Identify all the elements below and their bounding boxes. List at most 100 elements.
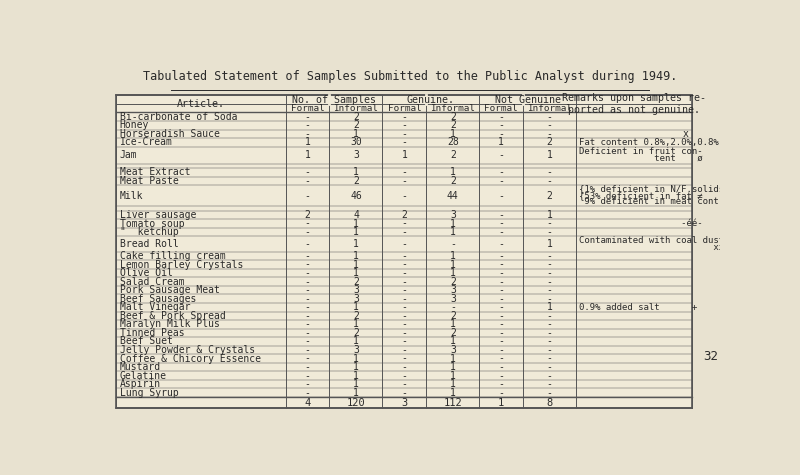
Text: No. of Samples: No. of Samples: [292, 95, 376, 104]
Text: 1: 1: [353, 319, 359, 329]
Text: Gelatine: Gelatine: [120, 370, 167, 380]
Text: -: -: [305, 239, 310, 249]
Text: -: -: [498, 239, 504, 249]
Text: -: -: [305, 302, 310, 312]
Text: 1: 1: [353, 167, 359, 177]
Text: 2: 2: [450, 150, 456, 160]
Text: -: -: [498, 120, 504, 130]
Text: 2: 2: [353, 112, 359, 122]
Text: -: -: [402, 302, 407, 312]
Text: 1: 1: [353, 251, 359, 261]
Text: Fat content 0.8%,2.0%,0.8%: Fat content 0.8%,2.0%,0.8%: [579, 138, 719, 147]
Text: -: -: [402, 311, 407, 321]
Text: Tabulated Statement of Samples Submitted to the Public Analyst during 1949.: Tabulated Statement of Samples Submitted…: [143, 70, 677, 83]
Text: 3: 3: [450, 294, 456, 304]
Text: 1: 1: [353, 302, 359, 312]
Text: Mustard: Mustard: [120, 362, 161, 372]
Text: {1% deficient in N/F.solids:: {1% deficient in N/F.solids:: [579, 184, 730, 193]
Text: -: -: [498, 345, 504, 355]
Text: -: -: [402, 294, 407, 304]
Text: Formal: Formal: [290, 104, 324, 113]
Text: 1: 1: [546, 302, 553, 312]
Text: Article.: Article.: [177, 99, 225, 109]
Text: -: -: [305, 311, 310, 321]
Text: -: -: [546, 285, 553, 295]
Text: Beef Suet: Beef Suet: [120, 336, 173, 346]
Text: 1: 1: [353, 218, 359, 228]
Text: -: -: [305, 319, 310, 329]
Text: 1: 1: [450, 362, 456, 372]
Text: -: -: [305, 370, 310, 380]
Text: -: -: [498, 388, 504, 398]
Text: 2: 2: [450, 276, 456, 287]
Text: 1: 1: [450, 227, 456, 237]
Text: -: -: [402, 353, 407, 363]
Text: -: -: [402, 345, 407, 355]
Text: 2: 2: [450, 120, 456, 130]
Text: Pork Sausage Meat: Pork Sausage Meat: [120, 285, 220, 295]
Text: Beef & Pork Spread: Beef & Pork Spread: [120, 311, 226, 321]
Text: -: -: [546, 259, 553, 270]
Text: -: -: [546, 353, 553, 363]
Text: -: -: [498, 150, 504, 160]
Text: -: -: [498, 167, 504, 177]
Text: Meat Paste: Meat Paste: [120, 176, 178, 186]
Text: Lung Syrup: Lung Syrup: [120, 388, 178, 398]
Text: 120: 120: [346, 398, 366, 408]
Text: 1: 1: [450, 370, 456, 380]
Text: 1: 1: [353, 379, 359, 389]
Text: -: -: [450, 302, 456, 312]
Text: Horseradish Sauce: Horseradish Sauce: [120, 129, 220, 139]
Text: 2: 2: [450, 311, 456, 321]
Text: 9% deficient in meat cont.: 9% deficient in meat cont.: [579, 198, 725, 207]
Text: -: -: [402, 328, 407, 338]
Text: Cake filling cream: Cake filling cream: [120, 251, 226, 261]
Text: -: -: [402, 276, 407, 287]
Text: tent    ø: tent ø: [579, 154, 703, 163]
Text: -: -: [402, 268, 407, 278]
Text: 2: 2: [402, 210, 407, 220]
Text: -: -: [498, 259, 504, 270]
Text: 32: 32: [703, 351, 718, 363]
Text: 112: 112: [443, 398, 462, 408]
Text: 3: 3: [353, 285, 359, 295]
Text: -: -: [305, 353, 310, 363]
Text: 1: 1: [450, 379, 456, 389]
Text: Bread Roll: Bread Roll: [120, 239, 178, 249]
Text: 3: 3: [353, 294, 359, 304]
Text: -: -: [305, 120, 310, 130]
Text: -: -: [498, 285, 504, 295]
Text: -: -: [402, 191, 407, 201]
Text: -: -: [402, 251, 407, 261]
Text: -: -: [402, 379, 407, 389]
Text: -: -: [305, 129, 310, 139]
Text: -éé-: -éé-: [579, 219, 703, 228]
Text: -: -: [305, 336, 310, 346]
Text: 1: 1: [450, 388, 456, 398]
Text: -: -: [546, 176, 553, 186]
Text: -: -: [546, 251, 553, 261]
Text: -: -: [546, 227, 553, 237]
Text: xx: xx: [579, 243, 725, 252]
Text: Coffee & Chicory Essence: Coffee & Chicory Essence: [120, 353, 261, 363]
Text: 1: 1: [450, 259, 456, 270]
Text: Informal: Informal: [527, 104, 572, 113]
Text: -: -: [546, 294, 553, 304]
Text: 1: 1: [546, 210, 553, 220]
Text: 4: 4: [304, 398, 310, 408]
Text: 1: 1: [353, 388, 359, 398]
Text: -: -: [498, 311, 504, 321]
Text: -: -: [305, 259, 310, 270]
Text: -: -: [546, 218, 553, 228]
Text: -: -: [305, 227, 310, 237]
Text: Tomato soup: Tomato soup: [120, 218, 185, 228]
Text: -: -: [402, 336, 407, 346]
Text: {53% deficient in fat ≠: {53% deficient in fat ≠: [579, 191, 703, 200]
Text: Salad Cream: Salad Cream: [120, 276, 185, 287]
Text: 1: 1: [546, 239, 553, 249]
Text: -: -: [305, 268, 310, 278]
Text: 1: 1: [353, 259, 359, 270]
Text: Olive Oil: Olive Oil: [120, 268, 173, 278]
Text: 2: 2: [305, 210, 310, 220]
Text: Jelly Powder & Crystals: Jelly Powder & Crystals: [120, 345, 255, 355]
